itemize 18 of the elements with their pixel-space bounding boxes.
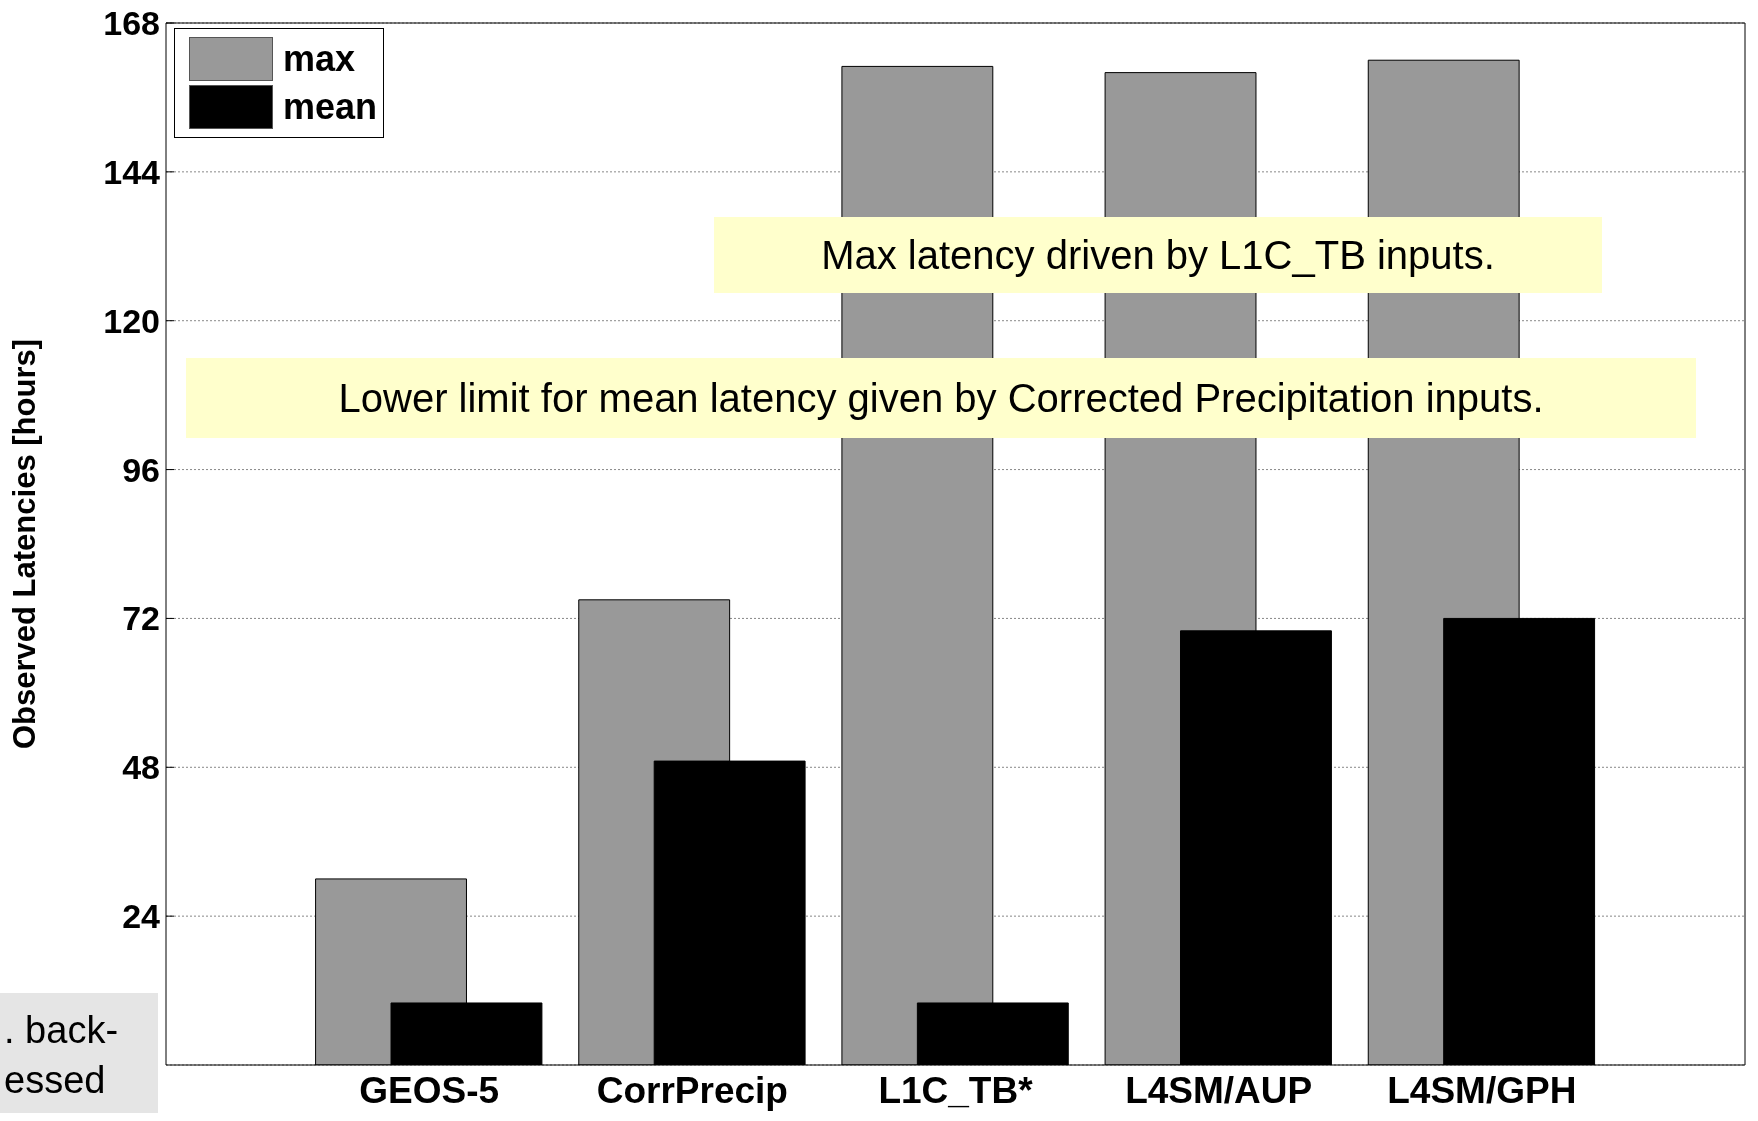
y-tick-label: 72 <box>122 599 160 638</box>
x-tick-label: L4SM/AUP <box>1125 1070 1313 1112</box>
y-tick-label: 168 <box>103 4 160 43</box>
legend-label: mean <box>283 86 378 128</box>
x-tick-label: CorrPrecip <box>596 1070 788 1112</box>
note-box: Lower limit for mean latency given by Corrected Precipitation inputs. <box>186 358 1696 438</box>
y-tick-label: 48 <box>122 748 160 787</box>
x-tick-label: L4SM/GPH <box>1387 1070 1577 1112</box>
x-tick-label: L1C_TB* <box>878 1070 1034 1112</box>
y-tick-label: 120 <box>103 301 160 340</box>
note-box: . back- essed <box>0 993 158 1113</box>
note-box: Max latency driven by L1C_TB inputs. <box>714 217 1602 293</box>
y-tick-label: 144 <box>103 152 161 191</box>
legend-label: max <box>283 38 356 80</box>
y-axis-title: Observed Latencies [hours] <box>7 338 43 750</box>
x-tick-label: GEOS-5 <box>359 1070 500 1112</box>
y-tick-label: 24 <box>122 897 161 936</box>
y-tick-label: 96 <box>122 450 160 489</box>
